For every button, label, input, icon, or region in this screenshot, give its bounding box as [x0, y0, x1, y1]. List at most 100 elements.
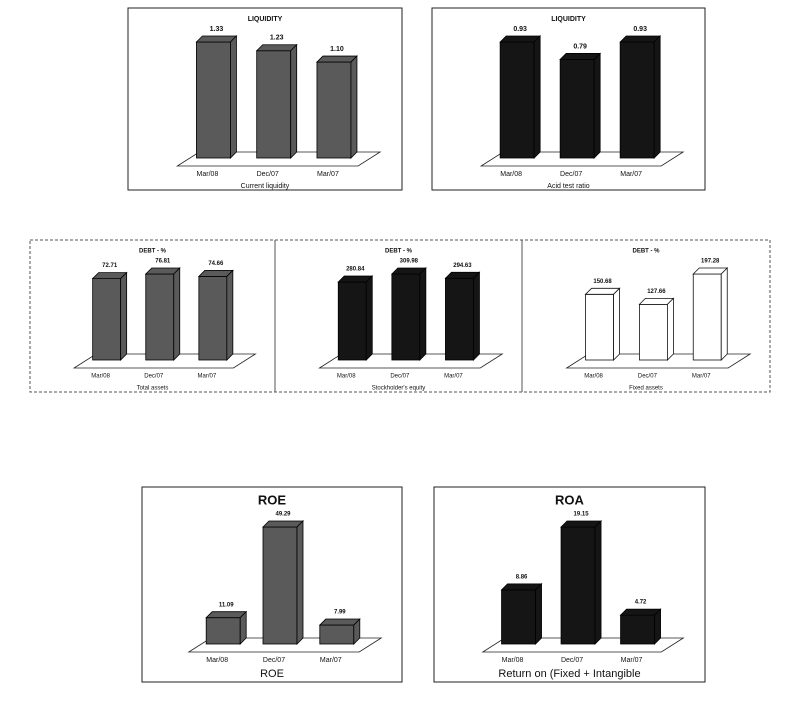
- bar-side: [653, 35, 661, 159]
- value-label: 294.63: [453, 263, 472, 269]
- bar: [198, 276, 228, 361]
- value-label: 309.98: [400, 259, 419, 265]
- bar-side: [239, 610, 247, 645]
- bar: [620, 614, 655, 645]
- x-tick-label: Dec/07: [560, 171, 582, 178]
- bar: [445, 277, 474, 361]
- bar-side: [419, 267, 427, 361]
- frame: [141, 486, 403, 683]
- bar-top: [499, 35, 542, 43]
- bar: [205, 617, 241, 645]
- x-axis-label: Return on (Fixed + Intangible: [498, 668, 640, 680]
- bar: [92, 278, 122, 361]
- x-tick-label: Mar/07: [620, 171, 642, 178]
- value-label: 1.33: [210, 26, 224, 33]
- bar-side: [120, 271, 128, 361]
- frame: [127, 7, 403, 191]
- value-label: 7.99: [334, 610, 346, 616]
- x-tick-label: Mar/08: [584, 374, 603, 380]
- x-tick-label: Mar/07: [320, 657, 342, 664]
- value-label: 76.81: [155, 259, 171, 265]
- bar-top: [255, 44, 298, 52]
- bar: [337, 281, 367, 361]
- frame: [433, 486, 706, 683]
- chart-title: DEBT - %: [139, 249, 167, 255]
- x-tick-label: Dec/07: [390, 374, 410, 380]
- value-label: 8.86: [516, 574, 528, 580]
- frame: [29, 239, 771, 393]
- bar-side: [594, 520, 602, 645]
- bar-top: [318, 618, 361, 626]
- bar-side: [613, 287, 620, 361]
- x-tick-label: Dec/07: [561, 657, 583, 664]
- bar-side: [173, 267, 181, 361]
- bar-side: [593, 52, 601, 159]
- bar-top: [262, 520, 304, 528]
- x-tick-label: Dec/07: [638, 374, 658, 380]
- x-axis-label: Acid test ratio: [547, 183, 590, 190]
- bar: [499, 41, 535, 159]
- x-axis-label: Total assets: [137, 386, 169, 392]
- x-tick-label: Mar/07: [317, 171, 339, 178]
- x-tick-label: Mar/08: [502, 657, 524, 664]
- x-axis-label: Fixed assets: [629, 386, 663, 392]
- value-label: 1.23: [270, 35, 284, 42]
- x-tick-label: Dec/07: [144, 374, 164, 380]
- bar-top: [619, 35, 662, 43]
- bar: [145, 273, 175, 361]
- chart-title: DEBT - %: [633, 249, 661, 255]
- bar: [559, 59, 595, 159]
- x-tick-label: Mar/07: [198, 374, 217, 380]
- x-tick-label: Mar/08: [206, 657, 228, 664]
- value-label: 49.29: [275, 512, 291, 518]
- value-label: 74.66: [208, 261, 224, 267]
- x-axis-label: Current liquidity: [241, 183, 290, 190]
- bar: [692, 273, 722, 361]
- bar-side: [667, 297, 674, 361]
- bar: [639, 303, 668, 361]
- bar-top: [195, 35, 238, 43]
- bar: [196, 41, 231, 159]
- bar-side: [533, 35, 541, 159]
- x-tick-label: Mar/08: [197, 171, 219, 178]
- bar: [316, 61, 352, 159]
- bar: [256, 50, 292, 159]
- bar: [560, 526, 596, 645]
- x-axis-label: Stockholder's equity: [372, 386, 426, 392]
- bar-top: [560, 520, 603, 528]
- value-label: 19.15: [574, 512, 590, 518]
- x-tick-label: Mar/07: [692, 374, 711, 380]
- value-label: 1.10: [330, 46, 344, 53]
- bar-side: [535, 582, 542, 645]
- value-label: 0.93: [633, 26, 647, 33]
- bar-top: [500, 583, 543, 591]
- bar-top: [619, 608, 662, 616]
- bar-side: [353, 618, 361, 645]
- bar-side: [350, 55, 358, 159]
- x-tick-label: Mar/07: [621, 657, 643, 664]
- chart-title: ROE: [258, 492, 287, 507]
- bar: [391, 273, 421, 361]
- chart-title: DEBT - %: [385, 249, 413, 255]
- value-label: 72.71: [102, 263, 118, 269]
- value-label: 11.09: [219, 602, 234, 608]
- bar-side: [226, 269, 234, 361]
- bar-side: [230, 35, 237, 159]
- x-tick-label: Mar/07: [444, 374, 463, 380]
- bar-side: [365, 275, 373, 361]
- value-label: 150.68: [593, 279, 612, 285]
- bar-side: [654, 608, 661, 645]
- bar-top: [315, 55, 358, 63]
- x-axis-label: ROE: [260, 668, 284, 680]
- value-label: 0.93: [513, 26, 527, 33]
- frame: [431, 7, 706, 191]
- x-tick-label: Dec/07: [263, 657, 285, 664]
- bar: [262, 526, 298, 645]
- bar: [501, 589, 536, 645]
- bar-side: [473, 271, 480, 361]
- chart-title: LIQUIDITY: [248, 16, 283, 23]
- bar-top: [559, 53, 602, 60]
- bar: [319, 624, 355, 645]
- value-label: 127.66: [647, 289, 666, 295]
- bar-top: [205, 611, 248, 619]
